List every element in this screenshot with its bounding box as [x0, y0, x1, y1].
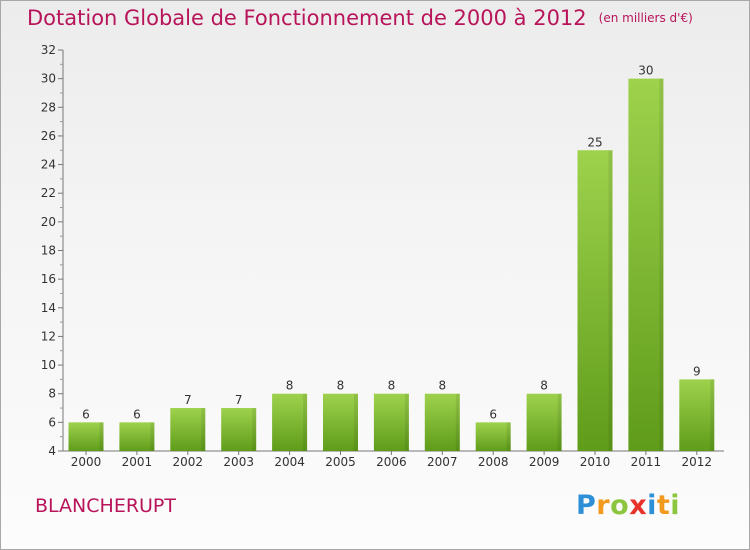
logo-letter: i [670, 490, 681, 521]
y-tick-label: 30 [41, 72, 56, 86]
bar [475, 422, 511, 451]
bar-value-label: 9 [693, 364, 701, 378]
bar-value-label: 6 [133, 407, 141, 421]
y-tick-label: 6 [48, 415, 56, 429]
bar-shade [303, 393, 308, 451]
y-tick-label: 20 [41, 215, 56, 229]
bar-shade [150, 422, 155, 451]
x-tick-label: 2011 [631, 455, 662, 469]
y-tick-label: 32 [41, 43, 56, 57]
bar-value-label: 8 [388, 379, 396, 393]
bar-shade [201, 408, 206, 451]
bar-shade [404, 393, 409, 451]
y-tick-label: 26 [41, 129, 56, 143]
bar-value-label: 8 [337, 379, 345, 393]
y-tick-label: 8 [48, 387, 56, 401]
y-tick-label: 18 [41, 244, 56, 258]
bar-value-label: 30 [638, 64, 653, 78]
x-tick-label: 2008 [478, 455, 509, 469]
logo-letter: r [596, 490, 611, 521]
bar-shade [710, 379, 715, 451]
bar [68, 422, 104, 451]
bar-shade [354, 393, 358, 451]
bar [424, 393, 460, 451]
bar-shade [99, 422, 104, 451]
x-tick-label: 2010 [580, 455, 611, 469]
logo-letter: t [656, 490, 671, 521]
bar-shade [557, 393, 562, 451]
bar-shade [455, 393, 460, 451]
chart-unit-label: (en milliers d'€) [598, 11, 693, 25]
x-tick-label: 2001 [122, 455, 153, 469]
bar [170, 408, 206, 451]
bar [526, 393, 562, 451]
y-tick-label: 22 [41, 186, 56, 200]
bar-shade [608, 150, 613, 451]
x-tick-label: 2004 [274, 455, 305, 469]
chart-title-text: Dotation Globale de Fonctionnement de 20… [27, 6, 587, 30]
bar-value-label: 7 [184, 393, 192, 407]
y-tick-label: 16 [41, 272, 56, 286]
y-tick-label: 14 [41, 301, 56, 315]
x-tick-label: 2006 [376, 455, 407, 469]
bar-value-label: 6 [489, 407, 497, 421]
bar-value-label: 8 [438, 379, 446, 393]
bar [679, 379, 715, 451]
logo-letter: x [629, 490, 648, 521]
bar-shade [659, 78, 664, 452]
x-tick-label: 2012 [682, 455, 713, 469]
logo-letter: P [576, 490, 597, 521]
bar-value-label: 8 [540, 379, 548, 393]
x-tick-label: 2002 [173, 455, 204, 469]
logo-letter: o [610, 490, 630, 521]
proxiti-logo: Proxiti [576, 490, 680, 521]
bar [323, 393, 358, 451]
bar-shade [252, 408, 257, 451]
x-tick-label: 2005 [325, 455, 356, 469]
bar [373, 393, 409, 451]
y-tick-label: 28 [41, 100, 56, 114]
commune-name: BLANCHERUPT [35, 495, 176, 517]
bar [628, 78, 664, 452]
bar [221, 408, 257, 451]
bar-value-label: 8 [286, 379, 294, 393]
x-tick-label: 2009 [529, 455, 560, 469]
y-tick-label: 24 [41, 158, 56, 172]
x-tick-label: 2003 [223, 455, 254, 469]
bar [577, 150, 613, 451]
bar-value-label: 7 [235, 393, 243, 407]
bar [272, 393, 308, 451]
bar-value-label: 6 [82, 407, 90, 421]
bar [119, 422, 155, 451]
bar-value-label: 25 [587, 135, 602, 149]
y-tick-label: 4 [48, 444, 56, 458]
x-tick-label: 2000 [71, 455, 102, 469]
y-tick-label: 10 [41, 358, 56, 372]
chart-title: Dotation Globale de Fonctionnement de 20… [27, 6, 693, 30]
y-tick-label: 12 [41, 329, 56, 343]
bar-shade [506, 422, 511, 451]
logo-letter: i [647, 490, 657, 521]
x-tick-label: 2007 [427, 455, 458, 469]
